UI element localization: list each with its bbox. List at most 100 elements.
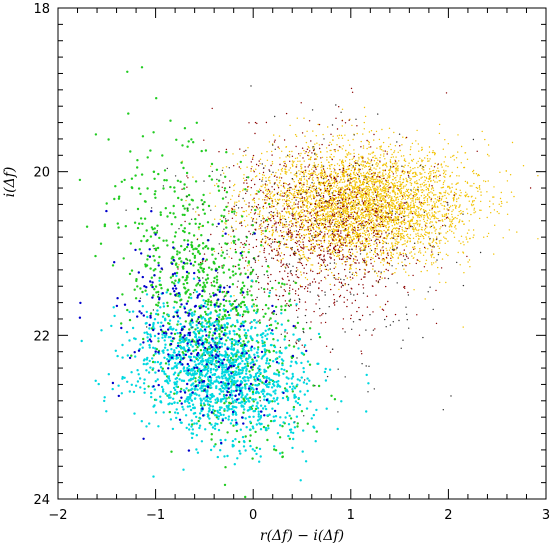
data-point [429, 226, 432, 229]
data-point [285, 231, 288, 233]
data-point [277, 260, 280, 262]
data-point [311, 172, 313, 174]
data-point [397, 227, 399, 229]
data-point [363, 128, 365, 130]
data-point [356, 202, 358, 204]
data-point [334, 164, 336, 167]
data-point [254, 121, 257, 124]
data-point [379, 226, 381, 228]
data-point [357, 220, 359, 223]
data-point [256, 122, 258, 125]
data-point [376, 200, 378, 202]
data-point [361, 188, 363, 190]
data-point [394, 185, 396, 188]
data-point [432, 238, 435, 240]
data-point [422, 243, 424, 245]
data-point [380, 249, 382, 251]
data-point [436, 181, 438, 183]
data-point [456, 200, 458, 203]
data-point [441, 186, 444, 189]
data-point [402, 136, 404, 138]
data-point [371, 233, 373, 235]
data-point [303, 248, 305, 250]
data-point [328, 223, 331, 225]
data-point [382, 174, 384, 176]
data-point [286, 225, 288, 228]
data-point [306, 181, 308, 183]
data-point [372, 151, 375, 154]
data-point [385, 162, 387, 165]
data-point [341, 181, 343, 183]
data-point [369, 199, 371, 201]
data-point [313, 195, 315, 197]
data-point [310, 140, 312, 142]
data-point [231, 207, 233, 210]
data-point [286, 303, 288, 305]
data-point [411, 255, 413, 257]
data-point [422, 254, 425, 256]
data-point [341, 125, 343, 127]
data-point [305, 246, 307, 248]
data-point [401, 226, 403, 229]
data-point [377, 205, 379, 207]
data-point [341, 108, 344, 111]
data-point [247, 269, 249, 271]
data-point [333, 202, 336, 205]
data-point [404, 207, 406, 209]
data-point [451, 219, 453, 221]
data-point [359, 191, 361, 193]
data-point [431, 254, 434, 256]
data-point [269, 238, 271, 240]
data-point [263, 221, 265, 223]
data-point [354, 232, 356, 235]
data-point [320, 181, 322, 184]
data-point [467, 241, 469, 243]
data-point [404, 196, 406, 198]
data-point [259, 210, 261, 212]
data-point [349, 245, 351, 247]
data-point [358, 229, 361, 231]
data-point [260, 189, 262, 192]
data-point [319, 229, 322, 232]
data-point [348, 239, 351, 241]
data-point [341, 247, 343, 249]
data-point [436, 242, 438, 245]
series-1 [177, 87, 532, 379]
data-point [400, 233, 403, 235]
data-point [394, 207, 396, 209]
data-point [210, 165, 212, 167]
data-point [362, 165, 364, 167]
data-point [294, 241, 297, 244]
data-point [351, 238, 353, 241]
data-point [276, 249, 278, 252]
data-point [473, 207, 476, 209]
data-point [335, 278, 337, 280]
data-point [276, 248, 278, 250]
data-point [324, 268, 326, 271]
points-layer [78, 66, 539, 499]
data-point [364, 272, 366, 274]
data-point [326, 175, 329, 177]
data-point [396, 217, 398, 219]
data-point [408, 172, 411, 174]
data-point [447, 185, 449, 188]
data-point [356, 251, 358, 253]
data-point [386, 177, 388, 179]
data-point [425, 186, 428, 188]
data-point [409, 220, 412, 223]
data-point [424, 247, 427, 249]
data-point [443, 180, 446, 182]
data-point [274, 220, 276, 222]
data-point [327, 231, 330, 233]
data-point [287, 211, 289, 213]
data-point [353, 174, 355, 176]
data-point [311, 191, 314, 193]
data-point [433, 211, 436, 213]
data-point [280, 260, 282, 262]
data-point [402, 197, 404, 199]
data-point [356, 212, 358, 214]
data-point [286, 283, 288, 285]
data-point [306, 210, 308, 212]
data-point [357, 185, 359, 187]
data-point [439, 281, 441, 284]
